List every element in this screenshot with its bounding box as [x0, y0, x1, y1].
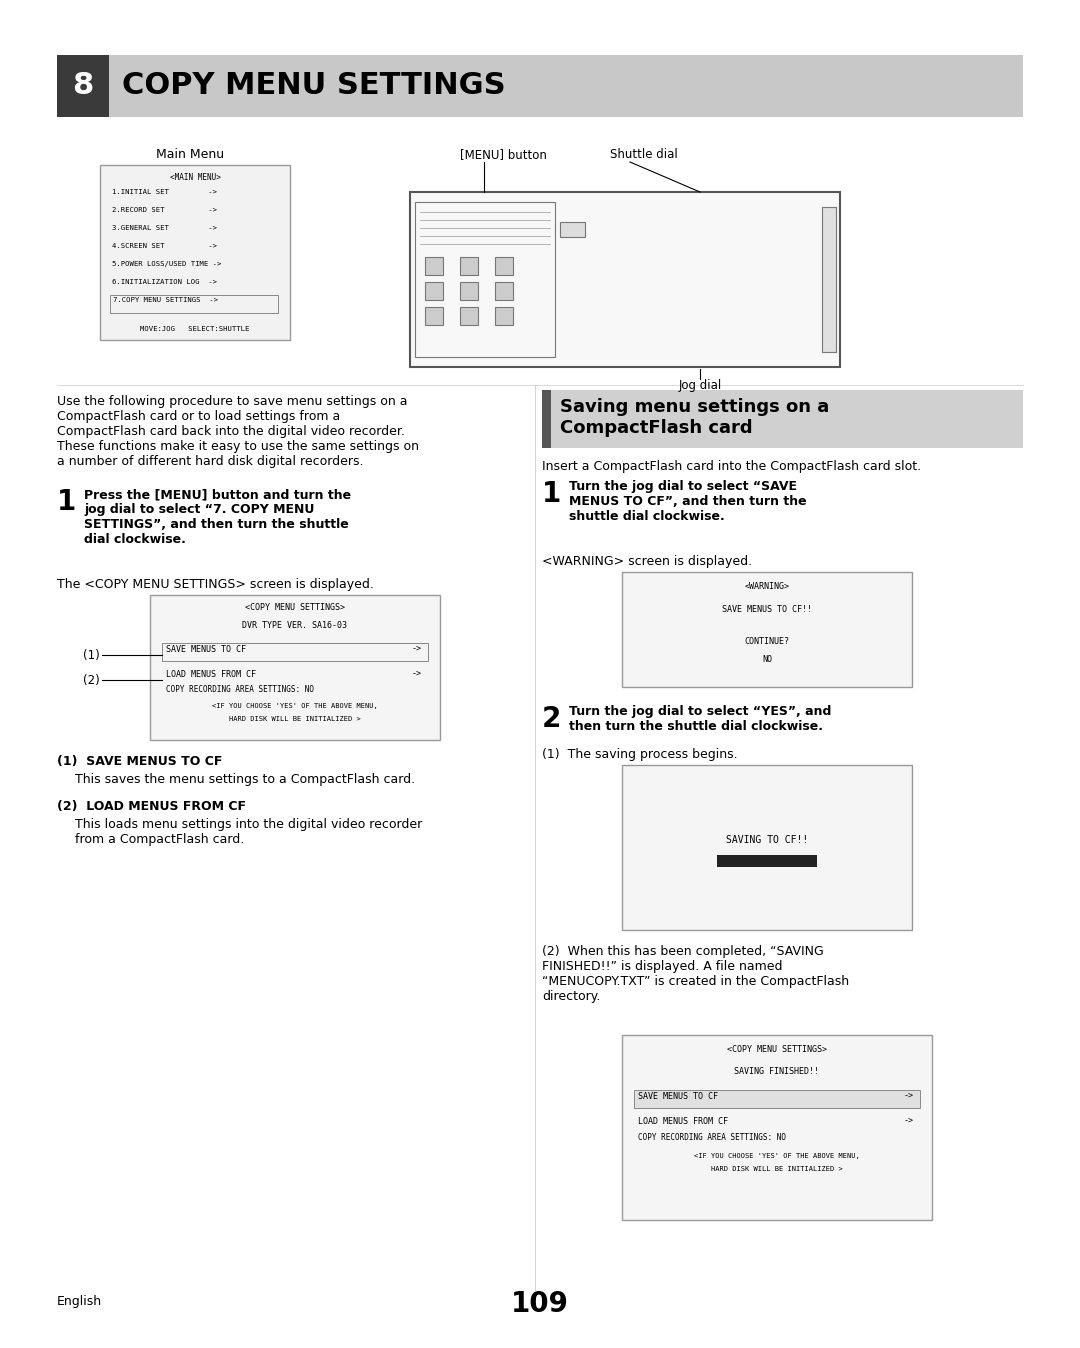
Text: Saving menu settings on a
CompactFlash card: Saving menu settings on a CompactFlash c… — [561, 398, 829, 437]
Text: ->: -> — [411, 644, 422, 654]
Text: Press the [MENU] button and turn the
jog dial to select “7. COPY MENU
SETTINGS”,: Press the [MENU] button and turn the jog… — [84, 488, 351, 546]
Bar — [495, 307, 513, 325]
Text: (2)  When this has been completed, “SAVING
FINISHED!!” is displayed. A file name: (2) When this has been completed, “SAVIN… — [542, 945, 849, 1003]
Text: This saves the menu settings to a CompactFlash card.: This saves the menu settings to a Compac… — [75, 772, 415, 786]
Text: HARD DISK WILL BE INITIALIZED >: HARD DISK WILL BE INITIALIZED > — [229, 716, 361, 723]
Circle shape — [645, 237, 755, 346]
Bar — [57, 55, 109, 117]
Bar — [426, 282, 443, 301]
Text: <COPY MENU SETTINGS>: <COPY MENU SETTINGS> — [245, 603, 345, 612]
Bar — [410, 191, 840, 367]
Bar — [110, 295, 278, 313]
Text: MOVE:JOG   SELECT:SHUTTLE: MOVE:JOG SELECT:SHUTTLE — [140, 326, 249, 332]
Text: English: English — [57, 1295, 103, 1308]
Text: Turn the jog dial to select “SAVE
MENUS TO CF”, and then turn the
shuttle dial c: Turn the jog dial to select “SAVE MENUS … — [569, 480, 807, 523]
Bar — [460, 257, 478, 275]
Text: 5.POWER LOSS/USED TIME ->: 5.POWER LOSS/USED TIME -> — [112, 262, 221, 267]
Text: Turn the jog dial to select “YES”, and
then turn the shuttle dial clockwise.: Turn the jog dial to select “YES”, and t… — [569, 705, 832, 733]
Text: Shuttle dial: Shuttle dial — [610, 148, 678, 160]
Text: SAVE MENUS TO CF!!: SAVE MENUS TO CF!! — [723, 605, 812, 613]
Text: LOAD MENUS FROM CF: LOAD MENUS FROM CF — [166, 670, 256, 679]
Text: ->: -> — [411, 670, 422, 679]
Text: (1)  SAVE MENUS TO CF: (1) SAVE MENUS TO CF — [57, 755, 222, 768]
Text: COPY RECORDING AREA SETTINGS: NO: COPY RECORDING AREA SETTINGS: NO — [638, 1134, 786, 1142]
Text: 1: 1 — [57, 488, 77, 516]
Text: HARD DISK WILL BE INITIALIZED >: HARD DISK WILL BE INITIALIZED > — [711, 1166, 842, 1171]
Bar — [100, 164, 291, 340]
Bar — [460, 282, 478, 301]
Text: [MENU] button: [MENU] button — [460, 148, 546, 160]
Text: 1.INITIAL SET         ->: 1.INITIAL SET -> — [112, 189, 217, 195]
Text: CONTINUE?: CONTINUE? — [744, 638, 789, 646]
Text: 1: 1 — [542, 480, 562, 508]
Circle shape — [694, 306, 706, 318]
Bar — [150, 594, 440, 740]
Bar — [622, 1035, 932, 1220]
Bar — [717, 855, 816, 867]
Bar — [622, 572, 912, 687]
Text: SAVING TO CF!!: SAVING TO CF!! — [726, 834, 808, 845]
Text: <COPY MENU SETTINGS>: <COPY MENU SETTINGS> — [727, 1045, 827, 1054]
Text: (1): (1) — [83, 648, 100, 662]
Bar — [57, 55, 1023, 117]
Text: Insert a CompactFlash card into the CompactFlash card slot.: Insert a CompactFlash card into the Comp… — [542, 460, 921, 473]
Text: <MAIN MENU>: <MAIN MENU> — [170, 173, 220, 182]
Text: 8: 8 — [72, 71, 94, 101]
Text: 6.INITIALIZATION LOG  ->: 6.INITIALIZATION LOG -> — [112, 279, 217, 284]
Text: 7.COPY MENU SETTINGS  ->: 7.COPY MENU SETTINGS -> — [113, 297, 218, 303]
Text: 2: 2 — [542, 705, 562, 733]
Bar — [460, 307, 478, 325]
Bar — [622, 766, 912, 930]
Text: COPY RECORDING AREA SETTINGS: NO: COPY RECORDING AREA SETTINGS: NO — [166, 685, 314, 694]
Bar — [415, 202, 555, 357]
Text: Main Menu: Main Menu — [156, 148, 224, 160]
Text: SAVING FINISHED!!: SAVING FINISHED!! — [734, 1068, 820, 1076]
Text: ->: -> — [904, 1092, 914, 1101]
Text: (2): (2) — [83, 674, 100, 687]
Text: SAVE MENUS TO CF: SAVE MENUS TO CF — [166, 644, 246, 654]
Text: LOAD MENUS FROM CF: LOAD MENUS FROM CF — [638, 1117, 728, 1126]
Text: <IF YOU CHOOSE 'YES' OF THE ABOVE MENU,: <IF YOU CHOOSE 'YES' OF THE ABOVE MENU, — [694, 1153, 860, 1159]
Text: 3.GENERAL SET         ->: 3.GENERAL SET -> — [112, 225, 217, 231]
Text: 109: 109 — [511, 1290, 569, 1318]
Bar — [426, 307, 443, 325]
Bar — [426, 257, 443, 275]
Text: NO: NO — [762, 655, 772, 665]
Circle shape — [572, 253, 588, 270]
Bar — [822, 208, 836, 352]
Circle shape — [669, 260, 732, 324]
Text: COPY MENU SETTINGS: COPY MENU SETTINGS — [122, 71, 505, 101]
Text: SAVE MENUS TO CF: SAVE MENUS TO CF — [638, 1092, 718, 1101]
Text: Jog dial: Jog dial — [678, 379, 721, 392]
Bar — [542, 390, 1023, 448]
Text: 2.RECORD SET          ->: 2.RECORD SET -> — [112, 208, 217, 213]
Text: Use the following procedure to save menu settings on a
CompactFlash card or to l: Use the following procedure to save menu… — [57, 395, 419, 468]
Text: This loads menu settings into the digital video recorder
from a CompactFlash car: This loads menu settings into the digita… — [75, 818, 422, 847]
Bar — [162, 643, 428, 661]
Text: (2)  LOAD MENUS FROM CF: (2) LOAD MENUS FROM CF — [57, 799, 246, 813]
Text: ->: -> — [904, 1117, 914, 1126]
Text: 4.SCREEN SET          ->: 4.SCREEN SET -> — [112, 243, 217, 249]
Text: <WARNING>: <WARNING> — [744, 582, 789, 590]
Text: The <COPY MENU SETTINGS> screen is displayed.: The <COPY MENU SETTINGS> screen is displ… — [57, 578, 374, 590]
Text: <IF YOU CHOOSE 'YES' OF THE ABOVE MENU,: <IF YOU CHOOSE 'YES' OF THE ABOVE MENU, — [212, 704, 378, 709]
Bar — [495, 257, 513, 275]
Text: DVR TYPE VER. SA16-03: DVR TYPE VER. SA16-03 — [243, 621, 348, 630]
Text: (1)  The saving process begins.: (1) The saving process begins. — [542, 748, 738, 762]
Bar — [634, 1091, 920, 1108]
Text: <WARNING> screen is displayed.: <WARNING> screen is displayed. — [542, 555, 752, 568]
Bar — [542, 390, 551, 448]
Bar — [495, 282, 513, 301]
Bar — [561, 222, 585, 237]
